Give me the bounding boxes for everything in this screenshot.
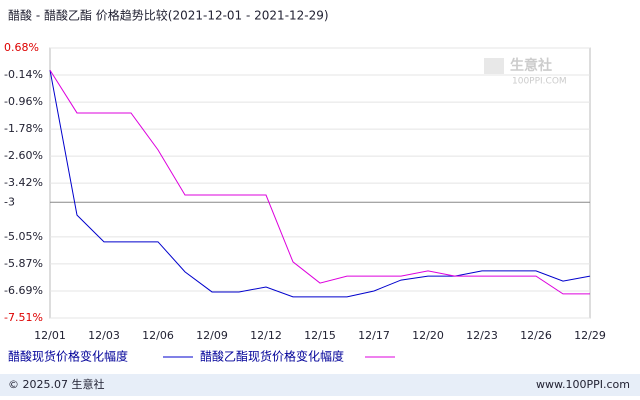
y-tick-label: -3 xyxy=(4,195,15,208)
y-tick-label: -6.69% xyxy=(4,284,43,297)
x-tick-label: 12/01 xyxy=(34,329,66,342)
chart-title: 醋酸 - 醋酸乙酯 价格趋势比较(2021-12-01 - 2021-12-29… xyxy=(8,8,329,23)
y-tick-label: -2.60% xyxy=(4,149,43,162)
x-tick-label: 12/06 xyxy=(142,329,174,342)
footer-bar xyxy=(0,374,640,396)
y-tick-label: -3.42% xyxy=(4,176,43,189)
y-tick-label: -5.87% xyxy=(4,257,43,270)
x-tick-label: 12/26 xyxy=(520,329,552,342)
y-tick-label: -1.78% xyxy=(4,122,43,135)
x-tick-label: 12/12 xyxy=(250,329,282,342)
y-tick-label: 0.68% xyxy=(4,41,39,54)
footer-url: www.100PPI.com xyxy=(536,378,630,391)
y-tick-label: -7.51% xyxy=(4,311,43,324)
watermark: 生意社 100PPI.COM xyxy=(484,57,567,87)
series-line xyxy=(49,69,591,298)
watermark-site: 100PPI.COM xyxy=(512,77,567,87)
y-tick-label: -0.14% xyxy=(4,68,43,81)
footer-copyright: © 2025.07 生意社 xyxy=(8,377,104,391)
x-tick-label: 12/17 xyxy=(358,329,390,342)
x-tick-label: 12/29 xyxy=(574,329,606,342)
x-tick-label: 12/20 xyxy=(412,329,444,342)
watermark-name: 生意社 xyxy=(510,57,552,74)
y-tick-label: -5.05% xyxy=(4,230,43,243)
legend-label: 醋酸乙酯现货价格变化幅度 xyxy=(200,349,344,364)
y-tick-label: -0.96% xyxy=(4,95,43,108)
x-tick-label: 12/09 xyxy=(196,329,228,342)
x-tick-label: 12/03 xyxy=(88,329,120,342)
legend-label: 醋酸现货价格变化幅度 xyxy=(8,349,128,364)
watermark-icon xyxy=(484,58,504,74)
x-tick-label: 12/15 xyxy=(304,329,336,342)
series-line xyxy=(49,69,590,295)
x-tick-label: 12/23 xyxy=(466,329,498,342)
